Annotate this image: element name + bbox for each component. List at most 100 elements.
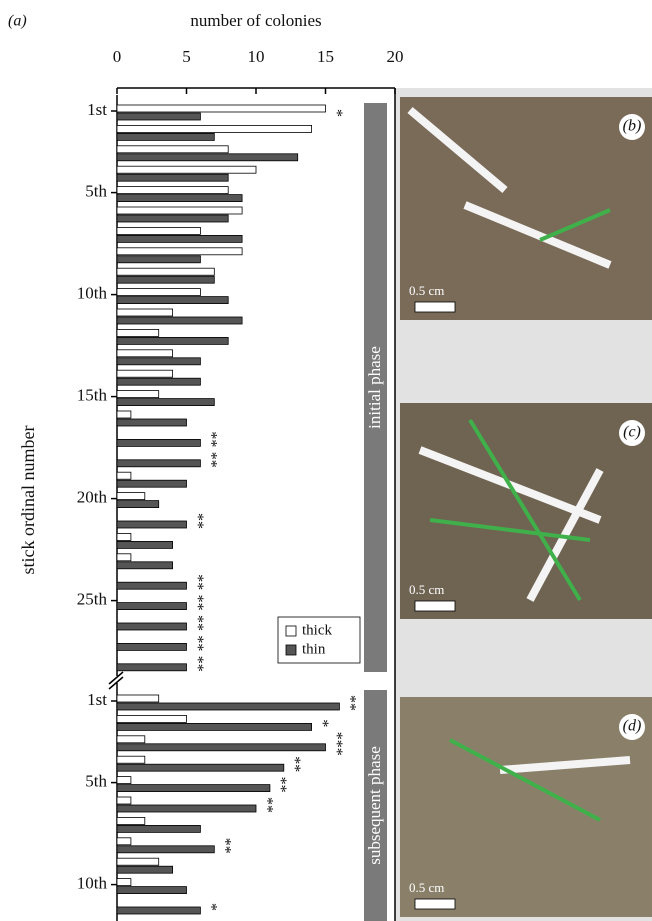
bar [116,194,243,203]
significance-mark: * [328,109,345,117]
significance-mark: *** [328,732,345,756]
legend-swatch [285,625,297,637]
significance-mark: ** [258,797,275,813]
photo-label: (d) [623,718,642,735]
bar [116,173,229,182]
photo [400,697,652,917]
bar [116,723,313,731]
bar [116,541,173,549]
bar [116,857,160,866]
scale-bar [414,600,456,612]
figure-label: (a) [8,13,27,30]
bar [116,398,215,407]
y-tick-label: 20th [77,488,108,507]
bar [116,112,201,121]
photo-label-bg [619,714,645,740]
significance-mark: * [314,719,331,727]
bar [116,471,132,480]
bar [116,702,340,711]
bar [116,267,215,276]
bar [116,459,201,468]
photo-label-bg [619,420,645,446]
bar [116,153,299,162]
axis-break [108,671,124,685]
bar [116,492,146,501]
photo-label: (c) [623,424,641,441]
bar [116,602,187,610]
bar [116,553,132,562]
y-axis-title: stick ordinal number [18,426,38,575]
bar [116,226,201,235]
bar [116,296,229,305]
bar [116,776,132,784]
photo-sticks-green [429,208,611,822]
scale-label: 0.5 cm [409,880,444,895]
bar [116,825,201,833]
y-tick-label: 10th [77,284,108,303]
x-tick-label: 0 [113,47,122,66]
bar [116,735,146,744]
y-tick-label: 5th [85,772,107,791]
phase-label: subsequent phase [365,746,384,865]
significance-mark: ** [203,431,220,447]
bar [116,377,201,386]
significance-mark: * [203,903,220,911]
bar [116,694,160,703]
bar [116,390,160,399]
bar [116,357,201,366]
bar [116,410,132,419]
bar [116,206,243,215]
bar [116,438,201,447]
bar [116,804,257,813]
y-tick-label: 15th [77,386,108,405]
bar [116,845,215,854]
bar [116,234,243,243]
significance-mark: ** [203,452,220,468]
bar [116,479,187,488]
bar [116,316,243,325]
bar [116,784,271,792]
scale-bar [414,301,456,313]
significance-mark: ** [189,656,206,672]
bar [116,886,187,894]
bar [116,520,187,529]
bar [116,247,243,256]
significance-mark: ** [342,695,359,711]
phase-band [364,103,387,672]
bar [116,369,173,378]
significance-mark: ** [189,574,206,590]
y-tick-label: 25th [77,590,108,609]
photo-label-bg [619,114,645,140]
x-tick-label: 20 [387,47,404,66]
x-axis-title: number of colonies [190,11,321,30]
y-tick-label: 10th [77,874,108,893]
legend-label: thin [302,641,326,657]
y-tick-label: 1st [87,100,107,119]
x-tick-label: 10 [248,47,265,66]
photo-label: (b) [623,118,642,135]
bar [116,165,257,174]
y-tick-label: 5th [85,182,107,201]
bar [116,755,146,764]
bar [116,132,215,141]
bar [116,125,313,133]
scale-bar [414,898,456,910]
significance-mark: ** [272,777,289,793]
significance-mark: ** [189,615,206,631]
bar [116,533,132,541]
bar [116,288,201,297]
axis-break [108,676,124,690]
bar [116,906,201,915]
significance-mark: ** [189,595,206,611]
bar [116,796,132,805]
bar [116,817,146,825]
bar [116,255,201,264]
scale-label: 0.5 cm [409,283,444,298]
significance-mark: ** [286,756,303,772]
bar [116,561,173,570]
significance-mark: ** [217,838,234,854]
bar [116,743,326,752]
bar [116,145,229,154]
bar [116,500,160,509]
